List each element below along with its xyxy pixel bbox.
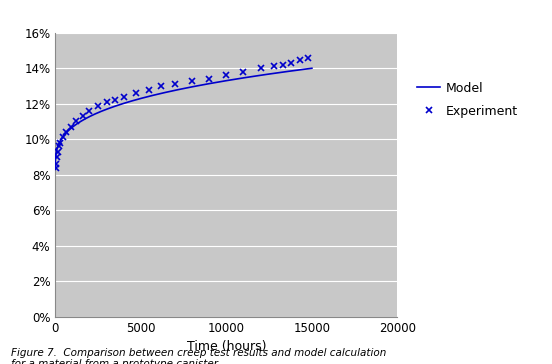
Experiment xyxy=(54,155,60,159)
Experiment xyxy=(79,114,86,118)
Experiment xyxy=(305,56,312,61)
Legend: Model, Experiment: Model, Experiment xyxy=(417,82,518,118)
Experiment xyxy=(271,64,278,69)
Model xyxy=(301,67,308,71)
Model xyxy=(65,128,72,133)
Experiment xyxy=(112,98,119,102)
Experiment xyxy=(279,63,286,67)
Experiment xyxy=(158,84,164,88)
Model xyxy=(309,66,315,70)
Text: Figure 7.  Comparison between creep test results and model calculation: Figure 7. Comparison between creep test … xyxy=(11,348,386,357)
Experiment xyxy=(55,144,62,149)
Experiment xyxy=(103,100,110,104)
Model xyxy=(177,87,183,91)
Experiment xyxy=(72,119,79,124)
Experiment xyxy=(52,165,59,170)
Text: for a material from a prototype canister: for a material from a prototype canister xyxy=(11,359,218,364)
Experiment xyxy=(223,73,230,78)
Experiment xyxy=(60,135,66,140)
Experiment xyxy=(240,70,247,74)
Experiment xyxy=(95,103,102,108)
Model xyxy=(254,74,261,78)
Model xyxy=(170,88,177,93)
Line: Model: Model xyxy=(55,68,312,169)
Experiment xyxy=(206,77,213,81)
Experiment xyxy=(120,94,127,99)
Model xyxy=(52,167,59,171)
Experiment xyxy=(146,87,153,92)
Experiment xyxy=(257,66,264,70)
Experiment xyxy=(189,79,195,83)
Experiment xyxy=(57,141,63,145)
Line: Experiment: Experiment xyxy=(52,55,311,171)
Experiment xyxy=(288,61,295,65)
Experiment xyxy=(296,58,303,63)
Experiment xyxy=(63,130,70,134)
Experiment xyxy=(53,162,60,166)
X-axis label: Time (hours): Time (hours) xyxy=(187,340,266,353)
Experiment xyxy=(67,124,74,129)
Experiment xyxy=(55,150,61,154)
Model xyxy=(301,67,307,71)
Experiment xyxy=(172,82,178,86)
Experiment xyxy=(86,108,93,113)
Experiment xyxy=(132,91,139,95)
